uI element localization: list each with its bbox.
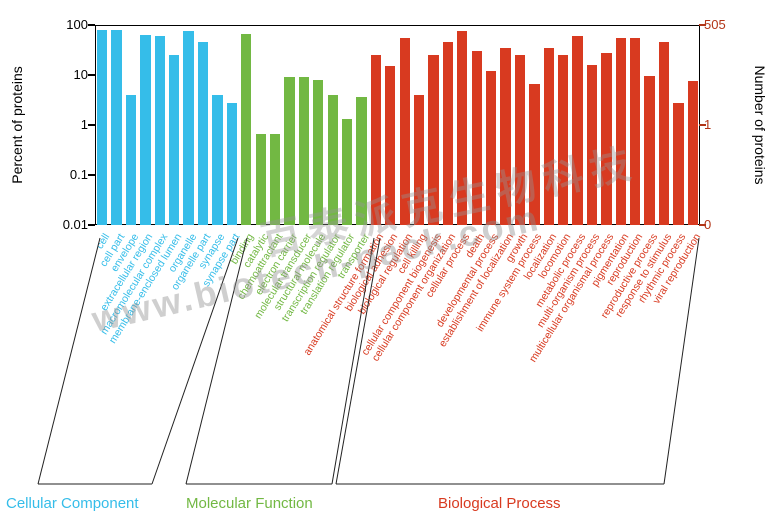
bar-cell-killing bbox=[413, 94, 425, 225]
bar-cellular-component-organization bbox=[442, 42, 454, 225]
y-tick-0.1: 0.1 bbox=[69, 167, 88, 182]
bar-viral-reproduction bbox=[687, 81, 698, 225]
y-tick-0.01: 0.01 bbox=[62, 217, 88, 232]
bar-biological-regulation bbox=[399, 38, 410, 225]
bar-membrane-enclosed-lumen bbox=[169, 55, 180, 225]
right-tick-mark bbox=[699, 124, 706, 126]
right-tick-0: 0 bbox=[704, 217, 712, 232]
bar-cell bbox=[97, 29, 108, 225]
bar-chemoattractant bbox=[269, 134, 281, 225]
bar-organelle-part bbox=[197, 42, 209, 225]
bar-organelle bbox=[183, 31, 194, 225]
y-tick-mark bbox=[88, 174, 95, 176]
right-tick-mark bbox=[699, 224, 706, 226]
bar-growth bbox=[514, 55, 526, 225]
bar-localization bbox=[543, 47, 554, 225]
bar-macromolecular-complex bbox=[154, 36, 165, 225]
bar-binding bbox=[241, 34, 252, 225]
bar-metabolic-process bbox=[572, 36, 583, 225]
bar-pigmentation bbox=[615, 38, 626, 225]
bar-rhythmic-process bbox=[673, 103, 684, 225]
bar-transcription-regulator bbox=[327, 94, 338, 225]
bar-cell-part bbox=[111, 29, 122, 225]
legend-biological-process: Biological Process bbox=[438, 495, 561, 512]
bar-electron-carrier bbox=[284, 77, 295, 225]
bar-biological-adhesion bbox=[385, 66, 396, 225]
bar-catalytic bbox=[255, 134, 266, 225]
bar-transporter bbox=[356, 97, 367, 225]
bar-death bbox=[471, 51, 482, 225]
bar-anatomical-structure-formation bbox=[370, 55, 382, 225]
y-axis-title-left: Percent of proteins bbox=[9, 66, 25, 184]
bar-structural-molecule bbox=[313, 79, 324, 225]
y-tick-mark bbox=[88, 74, 95, 76]
bar-extracellular-region bbox=[140, 35, 151, 225]
plot-area bbox=[95, 25, 700, 225]
legend-molecular-function: Molecular Function bbox=[186, 495, 313, 512]
bar-reproductive-process bbox=[644, 76, 655, 225]
right-tick-mark bbox=[699, 24, 706, 26]
bar-envelope bbox=[125, 94, 137, 225]
bar-synapse bbox=[212, 94, 223, 225]
bar-cellular-process bbox=[457, 31, 468, 225]
bar-response-to-stimulus bbox=[658, 42, 670, 225]
y-tick-mark bbox=[88, 124, 95, 126]
bar-molecular-transducer bbox=[298, 77, 310, 225]
y-tick-10: 10 bbox=[73, 67, 88, 82]
y-axis-title-right: Number of proteins bbox=[752, 65, 768, 185]
bar-multicellular-organismal-process bbox=[601, 53, 612, 225]
right-tick-505: 505 bbox=[704, 17, 726, 32]
y-tick-mark bbox=[88, 24, 95, 26]
bar-developmental-process bbox=[485, 71, 497, 225]
y-tick-mark bbox=[88, 224, 95, 226]
bar-reproduction bbox=[630, 38, 641, 225]
bar-synapse-part bbox=[226, 102, 238, 225]
bar-multi-organism-process bbox=[586, 64, 598, 225]
bar-immune-system-process bbox=[529, 84, 540, 225]
bar-translation-regulator bbox=[341, 119, 353, 225]
y-tick-100: 100 bbox=[66, 17, 88, 32]
bar-locomotion bbox=[558, 55, 569, 225]
y-tick-1: 1 bbox=[80, 117, 88, 132]
bar-establishment-of-localization bbox=[500, 47, 511, 225]
right-tick-1: 1 bbox=[704, 117, 712, 132]
bar-cellular-component-biogenesis bbox=[428, 55, 439, 225]
legend-cellular-component: Cellular Component bbox=[6, 495, 139, 512]
